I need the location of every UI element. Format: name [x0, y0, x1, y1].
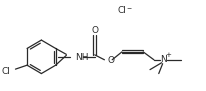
Text: O: O — [107, 56, 114, 65]
Text: +: + — [165, 52, 171, 58]
Text: N: N — [160, 55, 167, 64]
Text: Cl: Cl — [2, 67, 11, 76]
Text: Cl: Cl — [117, 6, 126, 15]
Text: NH: NH — [75, 53, 89, 62]
Text: −: − — [126, 5, 131, 10]
Text: O: O — [91, 26, 98, 35]
